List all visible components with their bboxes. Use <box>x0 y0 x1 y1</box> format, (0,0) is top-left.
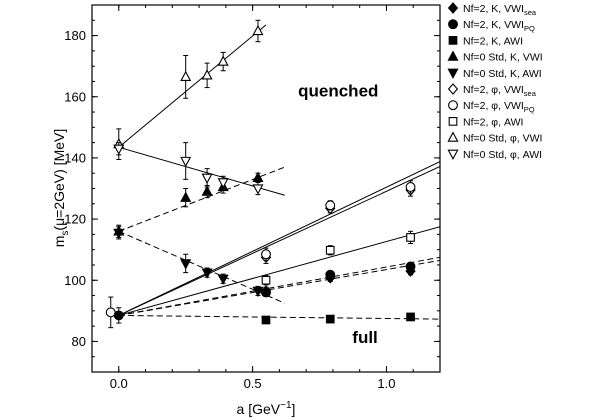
data-point <box>325 245 335 255</box>
data-point <box>261 275 271 285</box>
legend-marker <box>447 131 459 142</box>
data-point <box>180 156 192 168</box>
data-point <box>252 184 264 195</box>
data-point <box>405 182 416 192</box>
data-point <box>325 269 336 280</box>
y-tick-label: 140 <box>64 150 86 165</box>
data-point <box>217 55 229 66</box>
axis-ticks: 0.0 0.5 1.0 80 100 120 140 160 180 <box>64 4 441 391</box>
legend-marker <box>448 100 458 111</box>
data-point <box>113 228 125 240</box>
legend-label: Nf=0 Std, K, VWI <box>463 52 543 64</box>
legend-label: Nf=2, φ, VWIsea <box>463 84 537 98</box>
legend-marker <box>447 68 459 79</box>
fit-line <box>118 226 440 316</box>
legend: Nf=2, K, VWIsea Nf=2, K, VWIPQ Nf=2, K, AW… <box>447 2 543 161</box>
data-point <box>252 286 264 298</box>
fit-lines <box>118 24 440 320</box>
fit-line <box>118 256 440 316</box>
data-point <box>201 185 213 196</box>
data-point <box>406 312 415 322</box>
y-tick-label: 100 <box>64 273 86 288</box>
data-point <box>261 249 271 260</box>
legend-marker <box>447 149 459 160</box>
data-point <box>201 173 213 184</box>
data-point <box>217 178 229 189</box>
x-tick-label: 0.0 <box>110 376 128 391</box>
data-point <box>261 315 271 325</box>
data-point <box>113 144 125 155</box>
x-tick-label: 1.0 <box>377 376 395 391</box>
data-points <box>105 19 416 329</box>
legend-marker <box>448 117 458 126</box>
legend-label: Nf=2, K, AWI <box>463 35 523 47</box>
x-tick-label: 0.5 <box>244 376 262 391</box>
data-point <box>180 259 192 270</box>
legend-marker <box>448 36 458 45</box>
legend-marker <box>448 19 458 30</box>
data-point <box>180 70 192 82</box>
quenched-annotation: quenched <box>298 82 378 101</box>
legend-label: Nf=2, φ, AWI <box>463 116 523 128</box>
fit-line <box>118 24 267 148</box>
data-point <box>405 261 416 272</box>
legend-label: Nf=0 Std, K, AWI <box>463 68 542 80</box>
data-point <box>105 307 116 318</box>
legend-marker <box>447 50 459 61</box>
y-tick-label: 180 <box>64 28 86 43</box>
fit-line <box>118 259 440 316</box>
data-point <box>261 287 271 298</box>
data-point <box>325 200 336 211</box>
legend-marker <box>447 2 459 14</box>
fit-line <box>118 314 440 320</box>
legend-label: Nf=2, K, VWIPQ <box>463 19 535 33</box>
legend-label: Nf=0 Std, φ, AWI <box>463 149 542 161</box>
legend-marker <box>447 83 459 95</box>
fit-line <box>118 161 440 316</box>
data-point <box>252 24 264 36</box>
data-point <box>180 191 192 202</box>
legend-label: Nf=0 Std, φ, VWI <box>463 133 542 145</box>
data-point <box>201 69 213 80</box>
y-axis-title: ms(μ=2GeV) [MeV] <box>51 129 71 248</box>
data-point <box>217 274 229 285</box>
fit-line <box>118 166 440 316</box>
data-point <box>201 268 213 279</box>
y-tick-label: 120 <box>64 212 86 227</box>
data-point <box>406 233 415 242</box>
legend-label: Nf=2, K, VWIsea <box>463 3 537 17</box>
data-point <box>325 314 335 324</box>
full-annotation: full <box>352 328 378 347</box>
data-point <box>113 310 124 321</box>
data-point <box>252 171 264 182</box>
fit-line <box>118 230 285 304</box>
legend-label: Nf=2, φ, VWIPQ <box>463 100 535 114</box>
y-tick-label: 80 <box>72 334 86 349</box>
y-tick-label: 160 <box>64 89 86 104</box>
x-axis-title: a [GeV−1] <box>237 400 296 417</box>
